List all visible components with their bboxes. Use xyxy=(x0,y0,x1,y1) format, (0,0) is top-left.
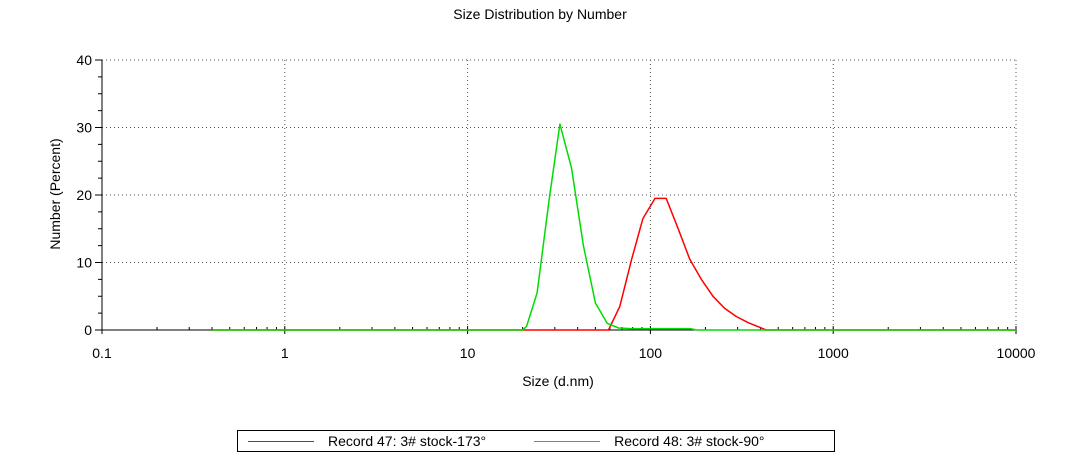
legend-swatch-red xyxy=(248,440,314,442)
y-axis-title: Number (Percent) xyxy=(47,138,63,249)
y-tick-label: 40 xyxy=(76,52,92,68)
legend-swatch-green xyxy=(534,440,601,442)
x-tick-label: 0.1 xyxy=(92,345,112,361)
chart-title: Size Distribution by Number xyxy=(453,6,627,22)
x-tick-label: 1000 xyxy=(818,345,849,361)
series-line-2 xyxy=(212,123,1016,331)
legend-item: Record 47: 3# stock-173° xyxy=(238,431,486,451)
legend-item: Record 48: 3# stock-90° xyxy=(524,431,764,451)
x-axis-title: Size (d.nm) xyxy=(522,373,594,389)
y-tick-label: 20 xyxy=(76,187,92,203)
series-line-1 xyxy=(212,197,1016,331)
legend-label: Record 47: 3# stock-173° xyxy=(328,433,487,449)
x-tick-label: 1 xyxy=(281,345,289,361)
x-tick-label: 10000 xyxy=(997,345,1036,361)
series-lines xyxy=(212,123,1016,331)
y-tick-label: 30 xyxy=(76,120,92,136)
grid-lines xyxy=(102,59,1017,330)
x-tick-label: 100 xyxy=(639,345,663,361)
y-tick-label: 0 xyxy=(84,322,92,338)
legend: Record 47: 3# stock-173° Record 48: 3# s… xyxy=(237,430,835,452)
chart-plot: 0 10 20 30 40 0.1 1 10 100 1000 10000 Number (Perc… xyxy=(47,52,1036,389)
x-tick-label: 10 xyxy=(460,345,476,361)
y-tick-label: 10 xyxy=(76,255,92,271)
ticks: 0 10 20 30 40 0.1 1 10 100 1000 10000 xyxy=(76,52,1035,361)
legend-label: Record 48: 3# stock-90° xyxy=(614,433,765,449)
